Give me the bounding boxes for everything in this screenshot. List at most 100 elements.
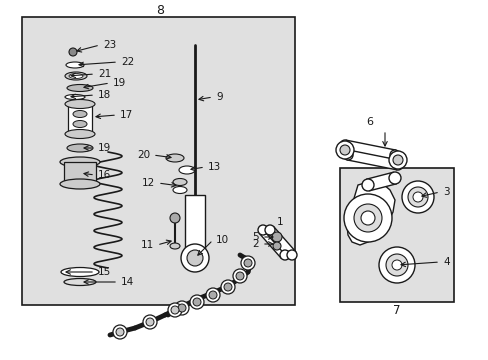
Circle shape xyxy=(342,150,352,160)
Text: 1: 1 xyxy=(276,217,283,227)
Text: 22: 22 xyxy=(121,57,134,67)
Ellipse shape xyxy=(65,72,87,80)
Circle shape xyxy=(146,318,154,326)
Circle shape xyxy=(339,145,349,155)
Ellipse shape xyxy=(179,166,195,174)
Circle shape xyxy=(361,179,373,191)
Ellipse shape xyxy=(73,121,87,127)
Circle shape xyxy=(193,298,201,306)
Ellipse shape xyxy=(60,179,100,189)
Text: 16: 16 xyxy=(98,170,111,180)
Circle shape xyxy=(224,283,231,291)
Circle shape xyxy=(272,242,281,250)
Circle shape xyxy=(142,315,157,329)
Text: 6: 6 xyxy=(366,117,373,127)
Circle shape xyxy=(168,303,182,317)
Ellipse shape xyxy=(69,73,83,78)
Ellipse shape xyxy=(61,267,99,276)
Text: 12: 12 xyxy=(142,178,155,188)
Circle shape xyxy=(391,260,401,270)
Text: 7: 7 xyxy=(392,303,400,316)
Circle shape xyxy=(69,48,77,56)
Circle shape xyxy=(258,225,267,235)
Circle shape xyxy=(339,140,349,150)
Ellipse shape xyxy=(60,157,100,167)
Circle shape xyxy=(171,306,179,314)
Ellipse shape xyxy=(64,279,96,285)
Polygon shape xyxy=(259,227,288,258)
Ellipse shape xyxy=(173,186,186,194)
Text: 13: 13 xyxy=(207,162,221,172)
Circle shape xyxy=(170,213,180,223)
Polygon shape xyxy=(346,150,398,170)
Circle shape xyxy=(113,325,127,339)
Circle shape xyxy=(178,304,185,312)
Circle shape xyxy=(353,204,381,232)
Circle shape xyxy=(186,250,203,266)
Text: 15: 15 xyxy=(98,267,111,277)
Circle shape xyxy=(271,232,282,242)
Circle shape xyxy=(412,192,422,202)
Circle shape xyxy=(205,288,220,302)
Bar xyxy=(22,17,294,305)
Circle shape xyxy=(360,211,374,225)
Circle shape xyxy=(190,295,203,309)
Text: 10: 10 xyxy=(216,235,229,245)
Circle shape xyxy=(401,181,433,213)
Ellipse shape xyxy=(65,95,85,99)
Polygon shape xyxy=(344,140,395,160)
Polygon shape xyxy=(346,182,394,245)
Bar xyxy=(184,195,204,250)
Text: 18: 18 xyxy=(98,90,111,100)
Circle shape xyxy=(181,244,208,272)
Circle shape xyxy=(392,155,402,165)
Bar xyxy=(64,162,96,184)
Ellipse shape xyxy=(66,62,84,68)
Text: 5: 5 xyxy=(252,232,259,242)
Circle shape xyxy=(389,150,399,160)
Ellipse shape xyxy=(65,130,95,139)
Ellipse shape xyxy=(165,154,183,162)
Circle shape xyxy=(241,256,254,270)
Circle shape xyxy=(335,141,353,159)
Circle shape xyxy=(221,280,235,294)
Circle shape xyxy=(392,160,402,170)
Ellipse shape xyxy=(67,144,93,152)
Text: 4: 4 xyxy=(442,257,448,267)
Circle shape xyxy=(244,259,251,267)
Text: 14: 14 xyxy=(121,277,134,287)
Circle shape xyxy=(208,291,217,299)
Circle shape xyxy=(175,301,189,315)
Text: 17: 17 xyxy=(120,110,133,120)
Text: 21: 21 xyxy=(98,69,111,79)
Text: 9: 9 xyxy=(216,92,222,102)
Circle shape xyxy=(236,272,244,280)
Bar xyxy=(68,104,92,134)
Circle shape xyxy=(232,269,246,283)
Text: 8: 8 xyxy=(156,4,163,17)
Circle shape xyxy=(385,254,407,276)
Circle shape xyxy=(264,225,274,235)
Circle shape xyxy=(388,151,406,169)
Text: 11: 11 xyxy=(141,240,154,250)
Text: 20: 20 xyxy=(137,150,150,160)
Text: 23: 23 xyxy=(103,40,116,50)
Ellipse shape xyxy=(73,111,87,117)
Text: 3: 3 xyxy=(442,187,448,197)
Circle shape xyxy=(286,250,296,260)
Ellipse shape xyxy=(173,179,186,185)
Ellipse shape xyxy=(170,243,180,249)
Ellipse shape xyxy=(65,99,95,108)
Text: 2: 2 xyxy=(252,239,259,249)
Circle shape xyxy=(378,247,414,283)
Polygon shape xyxy=(265,227,295,258)
Circle shape xyxy=(407,187,427,207)
Text: 19: 19 xyxy=(98,143,111,153)
Circle shape xyxy=(388,172,400,184)
Text: 19: 19 xyxy=(113,78,126,88)
Bar xyxy=(339,168,453,302)
Circle shape xyxy=(280,250,289,260)
Circle shape xyxy=(343,194,391,242)
Polygon shape xyxy=(366,172,396,191)
Ellipse shape xyxy=(67,85,93,91)
